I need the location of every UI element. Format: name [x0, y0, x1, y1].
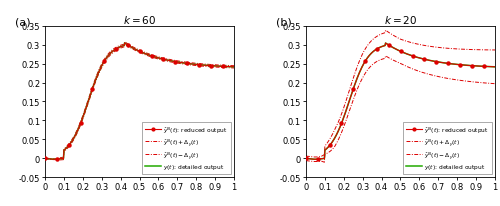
Text: (a): (a)	[14, 18, 30, 28]
Title: $k = 20$: $k = 20$	[384, 14, 417, 26]
Legend: $\hat{y}^N(t)$: reduced output, $\hat{y}^N(t)+\Delta_y(t)$, $\hat{y}^N(t)-\Delta: $\hat{y}^N(t)$: reduced output, $\hat{y}…	[142, 122, 231, 174]
Legend: $\hat{y}^N(t)$: reduced output, $\hat{y}^N(t)+\Delta_y(t)$, $\hat{y}^N(t)-\Delta: $\hat{y}^N(t)$: reduced output, $\hat{y}…	[403, 122, 492, 174]
Text: (b): (b)	[276, 18, 291, 28]
Title: $k = 60$: $k = 60$	[123, 14, 156, 26]
